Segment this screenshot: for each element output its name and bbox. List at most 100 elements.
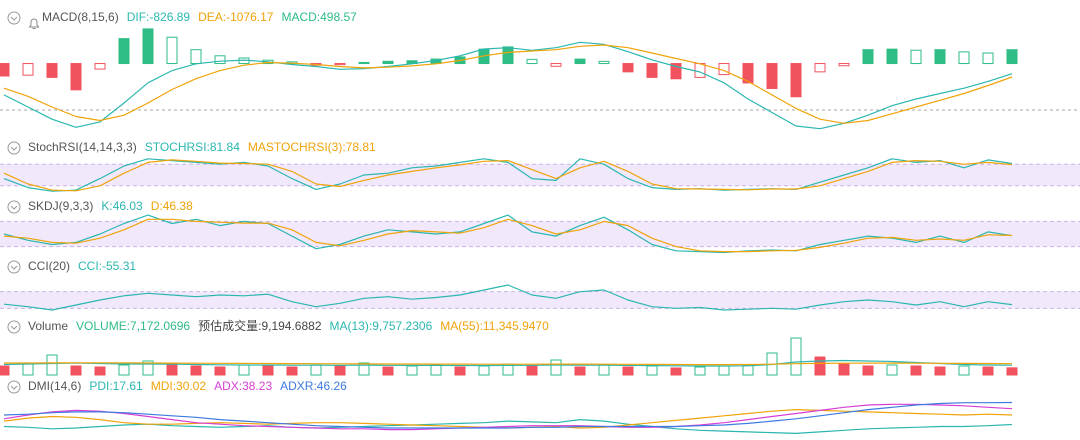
bar	[142, 28, 154, 65]
bar	[0, 63, 10, 77]
bar	[22, 362, 34, 376]
bar	[670, 367, 682, 376]
legend-value: ADXR:46.26	[280, 379, 347, 393]
indicator-title: Volume	[28, 319, 68, 333]
bar	[190, 365, 202, 376]
collapse-toggle[interactable]	[7, 380, 21, 394]
bar	[190, 49, 202, 65]
collapse-chevron[interactable]	[10, 16, 18, 21]
collapse-toggle[interactable]	[7, 320, 21, 334]
bar	[46, 354, 58, 376]
indicator-line	[3, 419, 1013, 434]
bar	[214, 366, 226, 376]
bar	[94, 63, 106, 70]
bar	[358, 362, 370, 376]
bar	[790, 63, 802, 98]
legend-value: K:46.03	[101, 199, 143, 213]
collapse-chevron[interactable]	[10, 265, 18, 270]
bar	[0, 365, 10, 376]
legend-value: DIF:-826.89	[127, 10, 191, 24]
legend-value: DEA:-1076.17	[198, 10, 274, 24]
collapse-toggle[interactable]	[7, 141, 21, 155]
collapse-toggle[interactable]	[7, 260, 21, 274]
indicator-title: StochRSI(14,14,3,3)	[28, 140, 137, 154]
indicator-line	[3, 403, 1013, 431]
indicator-line	[3, 284, 1013, 311]
bar	[622, 366, 634, 376]
indicator-line	[3, 214, 1013, 254]
legend-value: MDI:30.02	[151, 379, 207, 393]
bar	[574, 58, 586, 65]
indicator-line	[3, 359, 1013, 367]
bar	[670, 63, 682, 80]
bar	[430, 364, 442, 376]
bar	[646, 365, 658, 376]
indicator-title: MACD(8,15,6)	[42, 10, 119, 24]
indicator-title: SKDJ(9,3,3)	[28, 199, 93, 213]
bar	[262, 365, 274, 376]
indicator-title: CCI(20)	[28, 259, 70, 273]
indicator-line	[3, 159, 1013, 192]
bar	[622, 63, 634, 73]
collapse-toggle[interactable]	[7, 200, 21, 214]
legend-value: MA(13):9,757.2306	[330, 319, 433, 333]
band	[0, 221, 1080, 247]
collapse-chevron[interactable]	[10, 205, 18, 210]
annotation: 预估成交量:9,194.6882	[198, 318, 322, 333]
bar	[382, 60, 394, 65]
bar	[862, 49, 874, 65]
indicator-title: DMI(14,6)	[28, 379, 81, 393]
bar	[70, 63, 82, 91]
bar	[166, 36, 178, 65]
collapse-toggle[interactable]	[7, 11, 21, 25]
legend-value: STOCHRSI:81.84	[145, 140, 240, 154]
bar	[382, 366, 394, 376]
bar	[454, 366, 466, 376]
collapse-chevron[interactable]	[10, 385, 18, 390]
bar	[478, 365, 490, 376]
bar	[982, 366, 994, 376]
band	[0, 164, 1080, 186]
legend-value: ADX:38.23	[214, 379, 272, 393]
bar	[118, 364, 130, 376]
bar	[598, 364, 610, 376]
bar	[838, 363, 850, 376]
bar	[94, 366, 106, 376]
indicator-line	[3, 218, 1013, 253]
indicator-line	[3, 44, 1013, 124]
bar	[790, 337, 802, 376]
legend-value: MA(55):11,345.9470	[440, 319, 549, 333]
collapse-chevron[interactable]	[10, 325, 18, 330]
bar	[886, 364, 898, 376]
band	[0, 291, 1080, 309]
legend-value: PDI:17.61	[89, 379, 143, 393]
collapse-chevron[interactable]	[10, 146, 18, 151]
bar	[334, 365, 346, 376]
legend-value: MACD:498.57	[281, 10, 357, 24]
indicator-line	[3, 158, 1013, 192]
bar	[526, 365, 538, 376]
bar	[742, 63, 754, 84]
bar	[334, 63, 346, 66]
indicator-line	[3, 401, 1013, 429]
bar	[406, 365, 418, 376]
bar	[694, 63, 706, 78]
bar	[166, 363, 178, 376]
bar	[958, 365, 970, 376]
bar	[70, 365, 82, 376]
legend-value: VOLUME:7,172.0696	[76, 319, 190, 333]
alert-icon[interactable]	[28, 18, 40, 29]
bar	[958, 51, 970, 65]
bar	[910, 49, 922, 65]
bar	[694, 366, 706, 376]
bar	[574, 366, 586, 376]
bar	[526, 58, 538, 65]
legend-value: CCI:-55.31	[78, 259, 136, 273]
bar	[646, 63, 658, 78]
bar	[214, 55, 226, 65]
indicator-line	[4, 362, 1013, 366]
bar	[238, 364, 250, 376]
bar	[934, 366, 946, 376]
